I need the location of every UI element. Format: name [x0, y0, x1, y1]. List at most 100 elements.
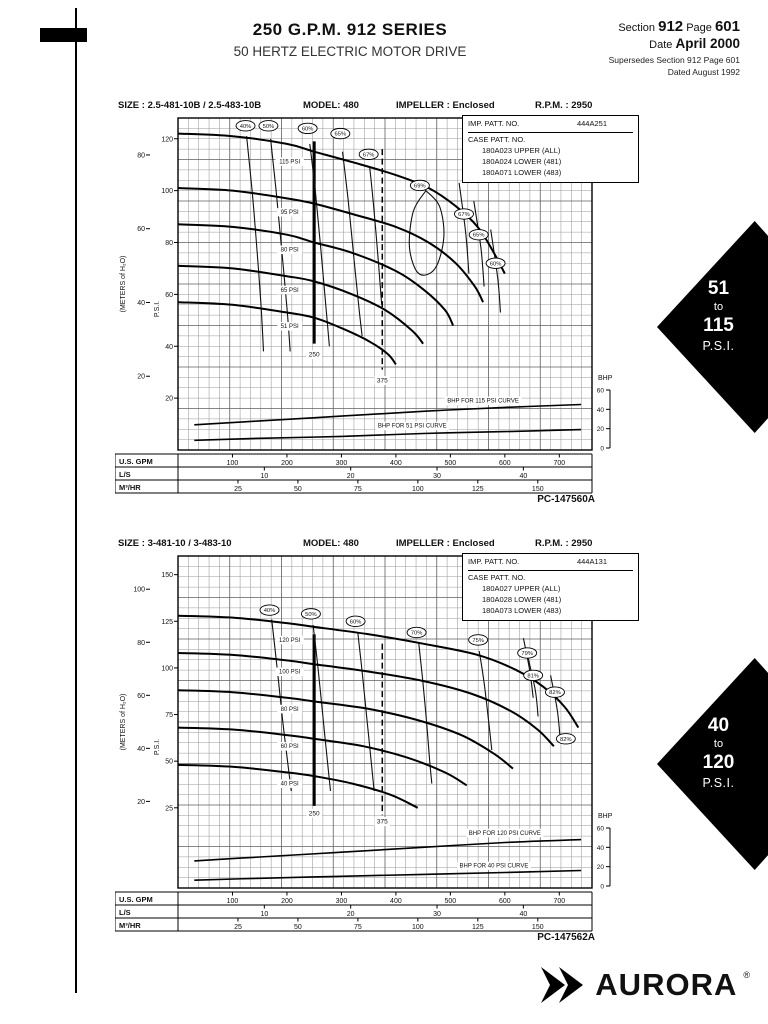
date-line: Date April 2000 [609, 36, 740, 51]
head-curve [177, 689, 514, 770]
case-patt-label: CASE PATT. NO. [468, 572, 526, 582]
page-label: Page [686, 22, 712, 34]
svg-text:120: 120 [161, 136, 173, 143]
impeller-value: Enclosed [452, 538, 495, 549]
rpm-label: R.P.M. : [535, 100, 569, 111]
efficiency-bubble [235, 120, 256, 132]
svg-text:20: 20 [137, 374, 145, 381]
flow-marker-label: 250 [309, 810, 320, 817]
svg-text:75%: 75% [472, 638, 484, 644]
efficiency-line [312, 624, 332, 792]
efficiency-bubble [258, 120, 279, 132]
svg-text:20: 20 [347, 473, 355, 480]
efficiency-line [527, 658, 539, 717]
svg-text:60: 60 [597, 388, 605, 395]
efficiency-line [490, 229, 502, 313]
impeller-value: Enclosed [452, 100, 495, 111]
efficiency-bubble [297, 122, 318, 135]
date-label: Date [649, 39, 673, 51]
impeller-label: IMPELLER : [396, 538, 450, 549]
case-patt-line: 180A023 UPPER (ALL) [482, 145, 561, 155]
svg-text:20: 20 [597, 864, 605, 871]
svg-text:80: 80 [137, 640, 145, 647]
case-patt-line: 180A024 LOWER (481) [482, 156, 562, 166]
supersedes-line-2: Dated August 1992 [667, 66, 740, 77]
svg-text:82%: 82% [549, 690, 561, 696]
svg-text:L/S: L/S [119, 908, 131, 917]
svg-text:50%: 50% [305, 612, 317, 618]
svg-text:67%: 67% [458, 212, 470, 218]
svg-text:100: 100 [412, 486, 424, 493]
head-curve-label: 120 PSI [279, 638, 301, 644]
svg-text:20: 20 [347, 911, 355, 918]
efficiency-bubble [555, 733, 576, 745]
head-curve [177, 264, 424, 345]
svg-text:M³/HR: M³/HR [119, 921, 141, 930]
bhp-curve-label: BHP FOR 51 PSI CURVE [378, 424, 447, 430]
psi-unit: P.S.I. [702, 775, 735, 790]
y-axis-psi-title: P.S.I. [154, 301, 161, 317]
efficiency-loop [408, 189, 445, 276]
imp-patt-value: 444A131 [576, 557, 607, 566]
svg-text:30: 30 [433, 911, 441, 918]
svg-text:69%: 69% [414, 183, 426, 189]
svg-text:80: 80 [137, 152, 145, 159]
bhp-axis-title: BHP [598, 813, 613, 820]
svg-text:U.S. GPM: U.S. GPM [119, 457, 153, 466]
svg-text:600: 600 [499, 460, 511, 467]
svg-text:82%: 82% [560, 737, 572, 743]
svg-text:100: 100 [133, 587, 145, 594]
aurora-logo-icon [541, 967, 584, 1003]
chart-title-row: SIZE : 2.5-481-10B / 2.5-483-10B MODEL: … [115, 100, 645, 112]
imp-patt-value: 444A251 [576, 119, 607, 128]
svg-text:200: 200 [281, 460, 293, 467]
svg-text:25: 25 [165, 805, 173, 812]
rpm-label: R.P.M. : [535, 538, 569, 549]
bhp-curve [194, 838, 582, 862]
svg-text:125: 125 [472, 924, 484, 931]
head-curve-label: 95 PSI [281, 210, 299, 216]
svg-text:75: 75 [165, 712, 173, 719]
svg-text:L/S: L/S [119, 470, 131, 479]
date-value: April 2000 [675, 36, 740, 51]
y-axis-meters-title: (METERS of H₂O) [120, 256, 127, 313]
header-meta: Section 912 Page 601 Date April 2000 Sup… [609, 18, 740, 79]
efficiency-bubble [345, 615, 366, 627]
registered-mark: ® [743, 970, 750, 980]
efficiency-line [369, 167, 383, 305]
efficiency-bubble [468, 634, 489, 646]
rpm-value: 2950 [571, 100, 593, 111]
svg-text:40: 40 [165, 344, 173, 351]
svg-text:20: 20 [165, 396, 173, 403]
svg-text:40: 40 [597, 407, 605, 414]
head-curve [177, 223, 455, 326]
psi-range-badge-1: 51 to 115 P.S.I. [657, 221, 768, 433]
case-patt-line: 180A027 UPPER (ALL) [482, 583, 561, 593]
size-value: 3-481-10 / 3-483-10 [147, 538, 232, 549]
case-patt-line: 180A071 LOWER (483) [482, 167, 562, 177]
head-curve-label: 40 PSI [281, 781, 299, 787]
section-label: Section [618, 22, 656, 34]
efficiency-line [270, 138, 291, 352]
efficiency-line [473, 200, 485, 287]
svg-text:40: 40 [519, 911, 527, 918]
svg-text:700: 700 [553, 460, 565, 467]
svg-text:80: 80 [165, 240, 173, 247]
svg-text:400: 400 [390, 460, 402, 467]
efficiency-line [550, 675, 561, 736]
psi-high: 120 [702, 752, 735, 774]
efficiency-bubble [454, 208, 474, 220]
pump-chart-section-2: SIZE : 3-481-10 / 3-483-10 MODEL: 480 IM… [115, 538, 645, 948]
efficiency-bubble [545, 686, 565, 698]
imp-patt-label: IMP. PATT. NO. [468, 119, 520, 128]
efficiency-line [418, 643, 433, 784]
svg-text:65%: 65% [335, 132, 347, 138]
efficiency-line [309, 143, 330, 347]
svg-text:79%: 79% [521, 651, 533, 657]
case-patt-list: 180A023 UPPER (ALL) 180A024 LOWER (481) … [468, 146, 633, 179]
svg-text:700: 700 [553, 898, 565, 905]
svg-text:125: 125 [472, 486, 484, 493]
page-value: 601 [714, 18, 740, 35]
binding-rule [75, 8, 77, 993]
svg-text:50: 50 [294, 924, 302, 931]
